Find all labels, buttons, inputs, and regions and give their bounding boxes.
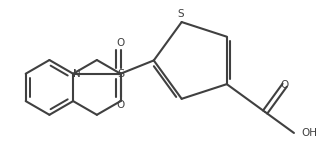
Text: O: O <box>117 38 125 48</box>
Text: O: O <box>281 80 289 90</box>
Text: OH: OH <box>301 128 317 138</box>
Text: O: O <box>117 100 125 110</box>
Text: S: S <box>117 69 124 79</box>
Text: S: S <box>178 9 184 18</box>
Text: N: N <box>73 69 81 79</box>
